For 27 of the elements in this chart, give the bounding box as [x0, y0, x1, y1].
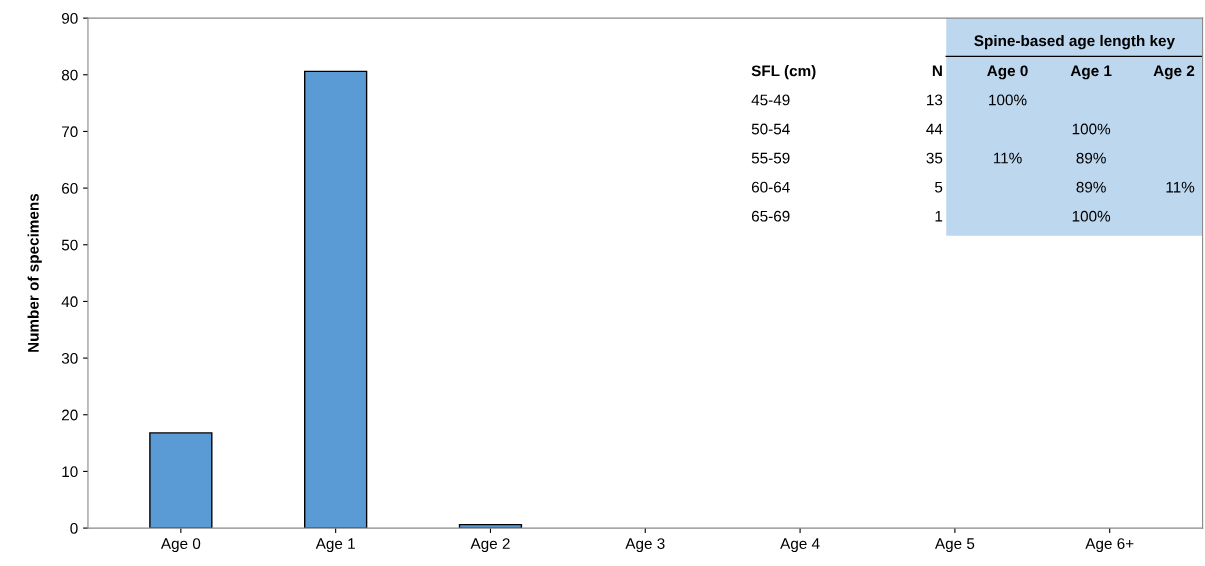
- y-tick-label: 50: [61, 239, 78, 251]
- text: 50-54 44 100%: [751, 123, 1111, 135]
- text: SFL (cm) N Age 0 Age 1 Age 2: [751, 65, 1195, 80]
- y-tick-label: 80: [61, 69, 78, 81]
- y-tick-label: 90: [61, 12, 78, 24]
- text: 60-64 5 89% 11%: [751, 181, 1195, 193]
- x-tick-label: Age 5: [934, 538, 975, 553]
- x-tick-label: Age 6+: [1085, 538, 1134, 553]
- x-tick-label: Age 2: [470, 538, 510, 553]
- y-tick-label: 30: [61, 352, 78, 364]
- bar: [304, 70, 368, 529]
- y-tick-label: 70: [62, 126, 78, 138]
- y-tick-label: 0: [70, 522, 78, 534]
- text: 55-59 35 11% 89%: [751, 152, 1106, 164]
- x-tick-label: Age 0: [160, 538, 201, 553]
- text: 45-49 13 100%: [751, 94, 1027, 106]
- text: 65-69 1 100%: [751, 210, 1111, 222]
- x-tick-label: Age 3: [625, 538, 665, 553]
- y-tick-label: 60: [62, 182, 78, 194]
- x-tick-label: Age 1: [315, 538, 355, 553]
- y-axis-title: Number of specimens: [27, 193, 42, 352]
- y-tick-label: 40: [61, 296, 78, 308]
- y-tick-label: 20: [62, 409, 78, 421]
- annotation: Spine-based age length key: [974, 34, 1175, 50]
- y-tick-label: 10: [62, 466, 78, 478]
- x-tick-label: Age 4: [780, 538, 820, 553]
- bar: [149, 432, 213, 529]
